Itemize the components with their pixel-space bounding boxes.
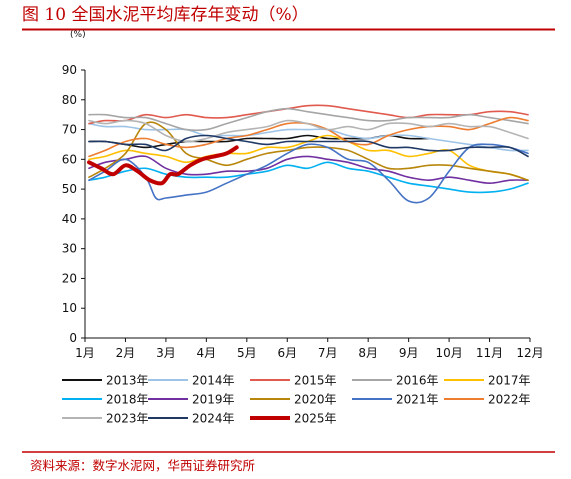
legend-label: 2016年 — [396, 374, 439, 388]
legend-item: 2024年 — [148, 412, 235, 426]
series-line-2023 — [88, 119, 529, 143]
legend-item: 2014年 — [148, 374, 235, 388]
plot-area — [87, 104, 529, 204]
series-line-2021 — [88, 143, 529, 204]
y-tick-label: 40 — [62, 212, 77, 226]
y-tick-label: 90 — [62, 63, 77, 77]
legend-item: 2013年 — [62, 374, 149, 388]
y-tick-label: 30 — [62, 242, 77, 256]
legend-item: 2020年 — [250, 393, 337, 407]
legend-item: 2016年 — [352, 374, 439, 388]
legend-label: 2018年 — [106, 393, 149, 407]
legend-item: 2023年 — [62, 412, 149, 426]
legend: 2013年 2014年 2015年 2016年 2017年 2018年 2019年 2020年… — [62, 374, 531, 426]
legend-item: 2018年 — [62, 393, 149, 407]
legend-label: 2023年 — [106, 412, 149, 426]
series-line-2018 — [88, 161, 529, 194]
legend-item: 2021年 — [352, 393, 439, 407]
x-axis-ticks: 1月 2月 3月 4月 5月 6月 7月 8月 9月 10月 11月 12月 — [75, 338, 544, 360]
legend-label: 2022年 — [488, 393, 531, 407]
y-tick-label: 80 — [62, 93, 77, 107]
series-line-2019 — [88, 155, 529, 184]
legend-item: 2015年 — [250, 374, 337, 388]
y-tick-label: 0 — [69, 331, 77, 345]
y-tick-label: 10 — [62, 301, 77, 315]
x-tick-label: 9月 — [399, 346, 419, 360]
series-line-2025 — [87, 145, 239, 186]
series-line-2024 — [88, 134, 529, 158]
legend-label: 2015年 — [294, 374, 337, 388]
x-tick-label: 1月 — [75, 346, 95, 360]
legend-item: 2025年 — [250, 412, 337, 426]
y-axis-ticks: 0 10 20 30 40 50 60 70 80 90 — [62, 63, 85, 345]
y-tick-label: 60 — [62, 152, 77, 166]
x-tick-label: 7月 — [318, 346, 338, 360]
y-tick-label: 70 — [62, 123, 77, 137]
legend-item: 2019年 — [148, 393, 235, 407]
x-tick-label: 4月 — [197, 346, 217, 360]
legend-label: 2021年 — [396, 393, 439, 407]
legend-item: 2022年 — [444, 393, 531, 407]
series-line-2016 — [88, 107, 529, 132]
legend-label: 2019年 — [192, 393, 235, 407]
y-tick-label: 50 — [62, 182, 77, 196]
series-line-2015 — [88, 104, 529, 125]
x-tick-label: 12月 — [516, 346, 543, 360]
legend-item: 2017年 — [444, 374, 531, 388]
legend-label: 2024年 — [192, 412, 235, 426]
chart-title: 图 10 全国水泥平均库存年变动（%） — [22, 5, 309, 25]
legend-label: 2013年 — [106, 374, 149, 388]
y-unit-label: (%) — [70, 30, 86, 40]
x-tick-label: 8月 — [358, 346, 378, 360]
axes: 0 10 20 30 40 50 60 70 80 90 1月 2月 3月 4月 5月 6月 7月 8月 9月 10… — [62, 63, 544, 360]
legend-label: 2014年 — [192, 374, 235, 388]
series-line-2014 — [88, 122, 529, 152]
legend-label: 2025年 — [294, 412, 337, 426]
x-tick-label: 3月 — [156, 346, 176, 360]
legend-label: 2020年 — [294, 393, 337, 407]
legend-label: 2017年 — [488, 374, 531, 388]
x-tick-label: 2月 — [116, 346, 136, 360]
source-note: 资料来源：数字水泥网，华西证券研究所 — [30, 458, 255, 473]
x-tick-label: 6月 — [277, 346, 297, 360]
x-tick-label: 5月 — [237, 346, 257, 360]
x-tick-label: 10月 — [435, 346, 462, 360]
series-line-2020 — [88, 121, 529, 181]
y-tick-label: 20 — [62, 271, 77, 285]
x-tick-label: 11月 — [476, 346, 503, 360]
